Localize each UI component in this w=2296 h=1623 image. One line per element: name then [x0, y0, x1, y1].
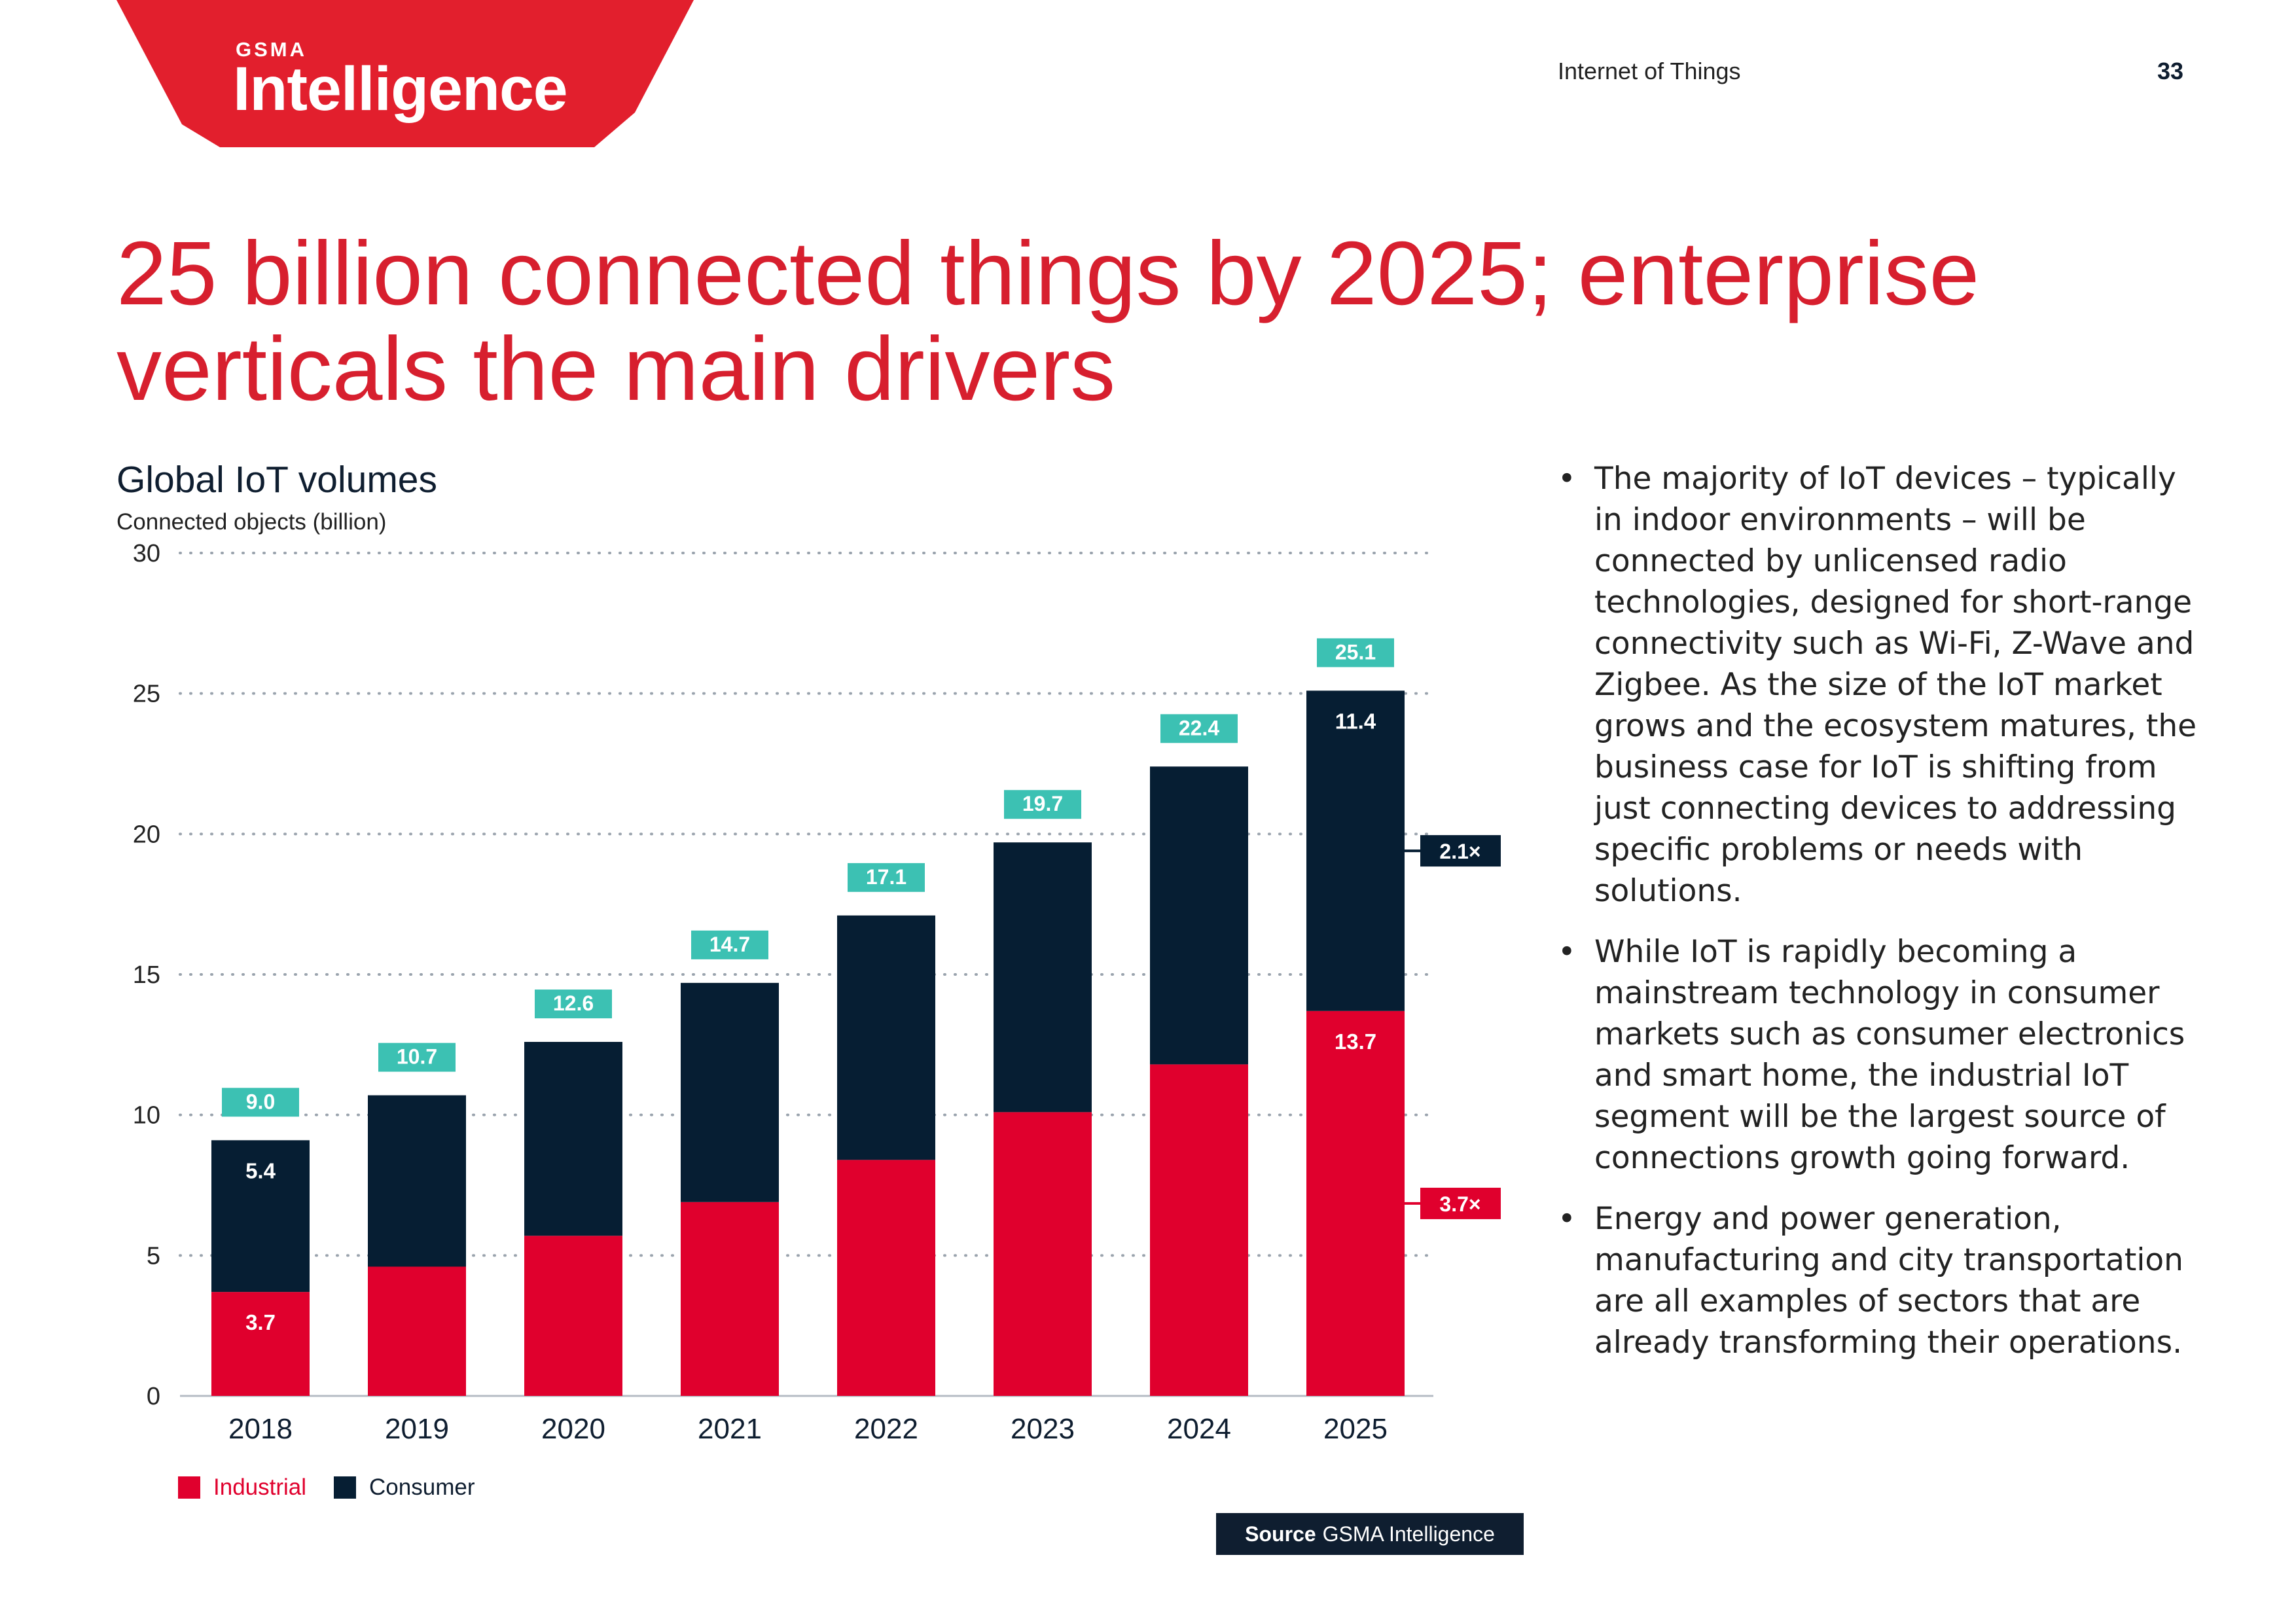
growth-callout-bg	[1420, 1187, 1501, 1219]
bar-consumer	[1306, 690, 1405, 1011]
total-label: 19.7	[1022, 792, 1063, 815]
total-label-bg	[691, 930, 768, 959]
x-tick-label: 2025	[1323, 1413, 1388, 1445]
total-label: 22.4	[1179, 716, 1219, 740]
growth-callout: 2.1×	[1439, 840, 1480, 863]
total-label: 25.1	[1335, 640, 1376, 664]
logo-gsma-text: GSMA	[236, 38, 307, 61]
bar-consumer	[681, 982, 779, 1202]
source-text: GSMA Intelligence	[1322, 1522, 1495, 1546]
logo-banner	[117, 0, 694, 147]
y-tick-label: 5	[147, 1242, 160, 1270]
bullet-item: The majority of IoT devices – typically …	[1558, 458, 2212, 912]
bar-industrial	[211, 1292, 310, 1396]
bar-industrial	[837, 1160, 935, 1396]
y-tick-label: 30	[133, 540, 160, 567]
y-tick-label: 15	[133, 961, 160, 989]
total-label-bg	[1317, 638, 1394, 668]
headline-line-1: 25 billion connected things by 2025; ent…	[117, 223, 1980, 324]
headline-line-2: verticals the main drivers	[117, 319, 1116, 419]
total-label-bg	[1004, 790, 1081, 819]
bullet-list: The majority of IoT devices – typically …	[1558, 458, 2212, 1383]
legend-label-consumer: Consumer	[369, 1474, 475, 1500]
segment-label: 11.4	[1335, 709, 1376, 733]
x-tick-label: 2020	[541, 1413, 605, 1445]
bar-industrial	[994, 1112, 1092, 1396]
section-label: Internet of Things	[1558, 58, 1741, 84]
total-label: 9.0	[246, 1090, 275, 1113]
growth-callout-bg	[1420, 835, 1501, 867]
total-label-bg	[1160, 714, 1238, 743]
x-tick-label: 2024	[1167, 1413, 1231, 1445]
total-label: 14.7	[709, 933, 750, 956]
chart-subtitle: Connected objects (billion)	[117, 509, 387, 535]
y-tick-label: 20	[133, 821, 160, 848]
bar-consumer	[368, 1095, 466, 1267]
logo-intelligence-text: Intelligence	[233, 54, 568, 124]
bar-industrial	[1306, 1010, 1405, 1396]
page-number: 33	[2157, 58, 2184, 84]
bar-consumer	[837, 915, 935, 1160]
legend-swatch-consumer	[334, 1476, 357, 1499]
bar-consumer	[1150, 766, 1248, 1065]
y-tick-label: 0	[147, 1383, 160, 1410]
segment-label: 13.7	[1335, 1029, 1376, 1054]
x-tick-label: 2022	[854, 1413, 918, 1445]
x-tick-label: 2019	[385, 1413, 449, 1445]
chart-legend: Industrial Consumer	[178, 1474, 502, 1501]
total-label-bg	[378, 1043, 456, 1072]
legend-item-consumer: Consumer	[334, 1474, 475, 1501]
source-label: Source	[1245, 1522, 1316, 1546]
bar-industrial	[681, 1202, 779, 1396]
legend-item-industrial: Industrial	[178, 1474, 306, 1501]
y-tick-label: 10	[133, 1102, 160, 1130]
x-tick-label: 2023	[1011, 1413, 1075, 1445]
y-tick-label: 25	[133, 681, 160, 708]
segment-label: 5.4	[245, 1158, 276, 1183]
growth-callout: 3.7×	[1439, 1192, 1480, 1216]
total-label: 12.6	[553, 991, 594, 1015]
total-label-bg	[848, 863, 925, 892]
bar-industrial	[1150, 1064, 1248, 1396]
legend-label-industrial: Industrial	[213, 1474, 307, 1500]
bar-industrial	[368, 1266, 466, 1396]
bullet-item: While IoT is rapidly becoming a mainstre…	[1558, 931, 2212, 1179]
page-headline: 25 billion connected things by 2025; ent…	[117, 226, 2080, 417]
bar-consumer	[524, 1042, 622, 1236]
total-label-bg	[222, 1088, 299, 1117]
bar-consumer	[994, 842, 1092, 1113]
chart-title: Global IoT volumes	[117, 459, 438, 501]
bar-consumer	[211, 1140, 310, 1293]
total-label-bg	[535, 990, 612, 1019]
segment-label: 3.7	[245, 1310, 276, 1334]
x-tick-label: 2021	[698, 1413, 762, 1445]
legend-swatch-industrial	[178, 1476, 200, 1499]
total-label: 17.1	[866, 865, 906, 889]
bar-industrial	[524, 1236, 622, 1396]
total-label: 10.7	[397, 1045, 437, 1069]
source-badge: Source GSMA Intelligence	[1216, 1513, 1524, 1555]
bullet-item: Energy and power generation, manufacturi…	[1558, 1198, 2212, 1363]
x-tick-label: 2018	[228, 1413, 293, 1445]
